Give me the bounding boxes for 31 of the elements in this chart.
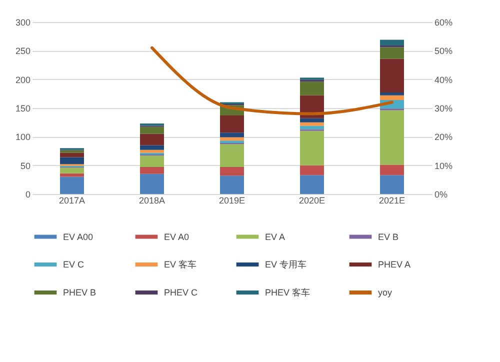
x-tick-label: 2019E [218,196,246,206]
y-tick-label: 0 [25,190,30,200]
legend-label: PHEV C [164,288,198,298]
legend-label: EV B [378,232,399,242]
y-tick-label: 100 [15,132,30,142]
legend-label: PHEV A [378,260,411,270]
y2-tick-label: 60% [434,18,453,28]
y2-tick-label: 20% [434,132,453,142]
legend-label: EV A0 [164,232,190,242]
legend-label: EV 客车 [164,260,197,270]
y-tick-label: 200 [15,74,30,85]
legend-label: EV C [63,260,85,270]
y-tick-label: 50 [20,160,30,171]
legend-label: PHEV B [63,288,96,298]
y-tick-label: 150 [15,104,30,114]
x-tick-label: 2020E [298,196,326,206]
legend-label: EV 专用车 [265,260,307,270]
legend-label: EV A [265,232,286,242]
y2-tick-label: 40% [434,74,453,85]
x-tick-label: 2021E [378,196,406,206]
y2-tick-label: 30% [434,104,453,114]
y2-tick-label: 10% [434,160,453,171]
x-tick-label: 2018A [138,196,166,206]
y2-tick-label: 0% [434,190,448,200]
legend-label: EV A00 [63,232,94,242]
legend-label: yoy [378,288,393,298]
y-tick-label: 250 [15,46,30,56]
x-tick-label: 2017A [58,196,86,206]
y2-tick-label: 50% [434,46,453,56]
y-tick-label: 300 [15,18,30,28]
legend-label: PHEV 客车 [265,288,310,298]
